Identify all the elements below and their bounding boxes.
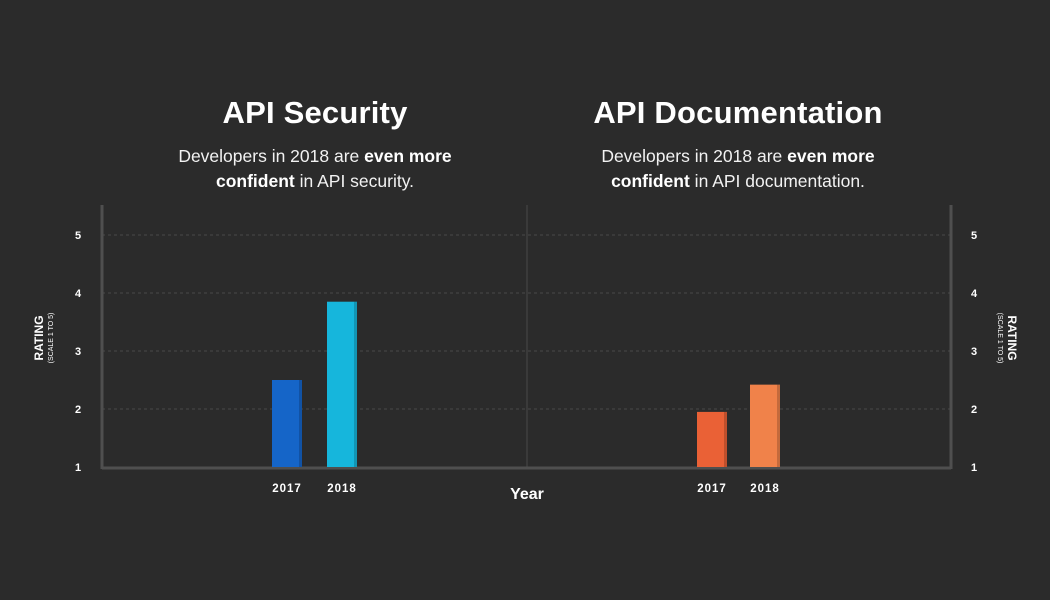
y-axis-sublabel-left: (SCALE 1 TO 5) (48, 313, 55, 364)
documentation-panel-title: API Documentation (593, 95, 883, 130)
y-axis-sublabel-right: (SCALE 1 TO 5) (996, 313, 1003, 364)
bar-2017 (697, 411, 727, 467)
y-tick-label-right: 1 (971, 462, 977, 474)
y-tick-label-left: 1 (75, 462, 81, 474)
bar-shade (724, 411, 727, 467)
bar-2018 (750, 384, 780, 467)
category-label: 2018 (750, 483, 780, 495)
x-axis-label: Year (510, 486, 544, 503)
axes (100, 205, 953, 470)
subtitle-text: Developers in 2018 are (178, 146, 365, 166)
y-axis-label-right: RATING (1005, 315, 1019, 360)
bar-shade (777, 384, 780, 467)
subtitle-emphasis: confident (611, 171, 690, 191)
security-panel-title: API Security (222, 95, 408, 130)
labels: 1 1 2 2 3 3 4 4 5 5 2017 2018 2017 2018 (75, 230, 978, 495)
security-panel-subtitle: Developers in 2018 are even more confide… (105, 144, 525, 194)
y-tick-label-left: 4 (75, 288, 82, 300)
y-tick-label-right: 2 (971, 404, 977, 416)
y-tick-label-left: 2 (75, 404, 81, 416)
y-tick-label-right: 5 (971, 230, 977, 242)
bar-shade (299, 380, 302, 467)
subtitle-text: in API documentation. (689, 171, 865, 191)
subtitle-emphasis: even more (787, 146, 875, 166)
bar-2017 (272, 380, 302, 467)
subtitle-text: in API security. (294, 171, 415, 191)
y-tick-label-left: 5 (75, 230, 81, 242)
category-label: 2017 (272, 483, 302, 495)
bar-shade (354, 301, 357, 467)
subtitle-text: Developers in 2018 are (601, 146, 788, 166)
category-label: 2018 (327, 483, 357, 495)
y-axis-label-left: RATING (32, 315, 46, 360)
subtitle-emphasis: confident (215, 171, 295, 191)
y-tick-label-right: 3 (971, 346, 977, 358)
y-tick-label-right: 4 (971, 288, 978, 300)
bars (272, 301, 780, 467)
bar-2018 (327, 301, 357, 467)
subtitle-emphasis: even more (364, 146, 452, 166)
category-label: 2017 (697, 483, 727, 495)
documentation-panel-subtitle: Developers in 2018 are even more confide… (528, 144, 948, 194)
y-tick-label-left: 3 (75, 346, 81, 358)
